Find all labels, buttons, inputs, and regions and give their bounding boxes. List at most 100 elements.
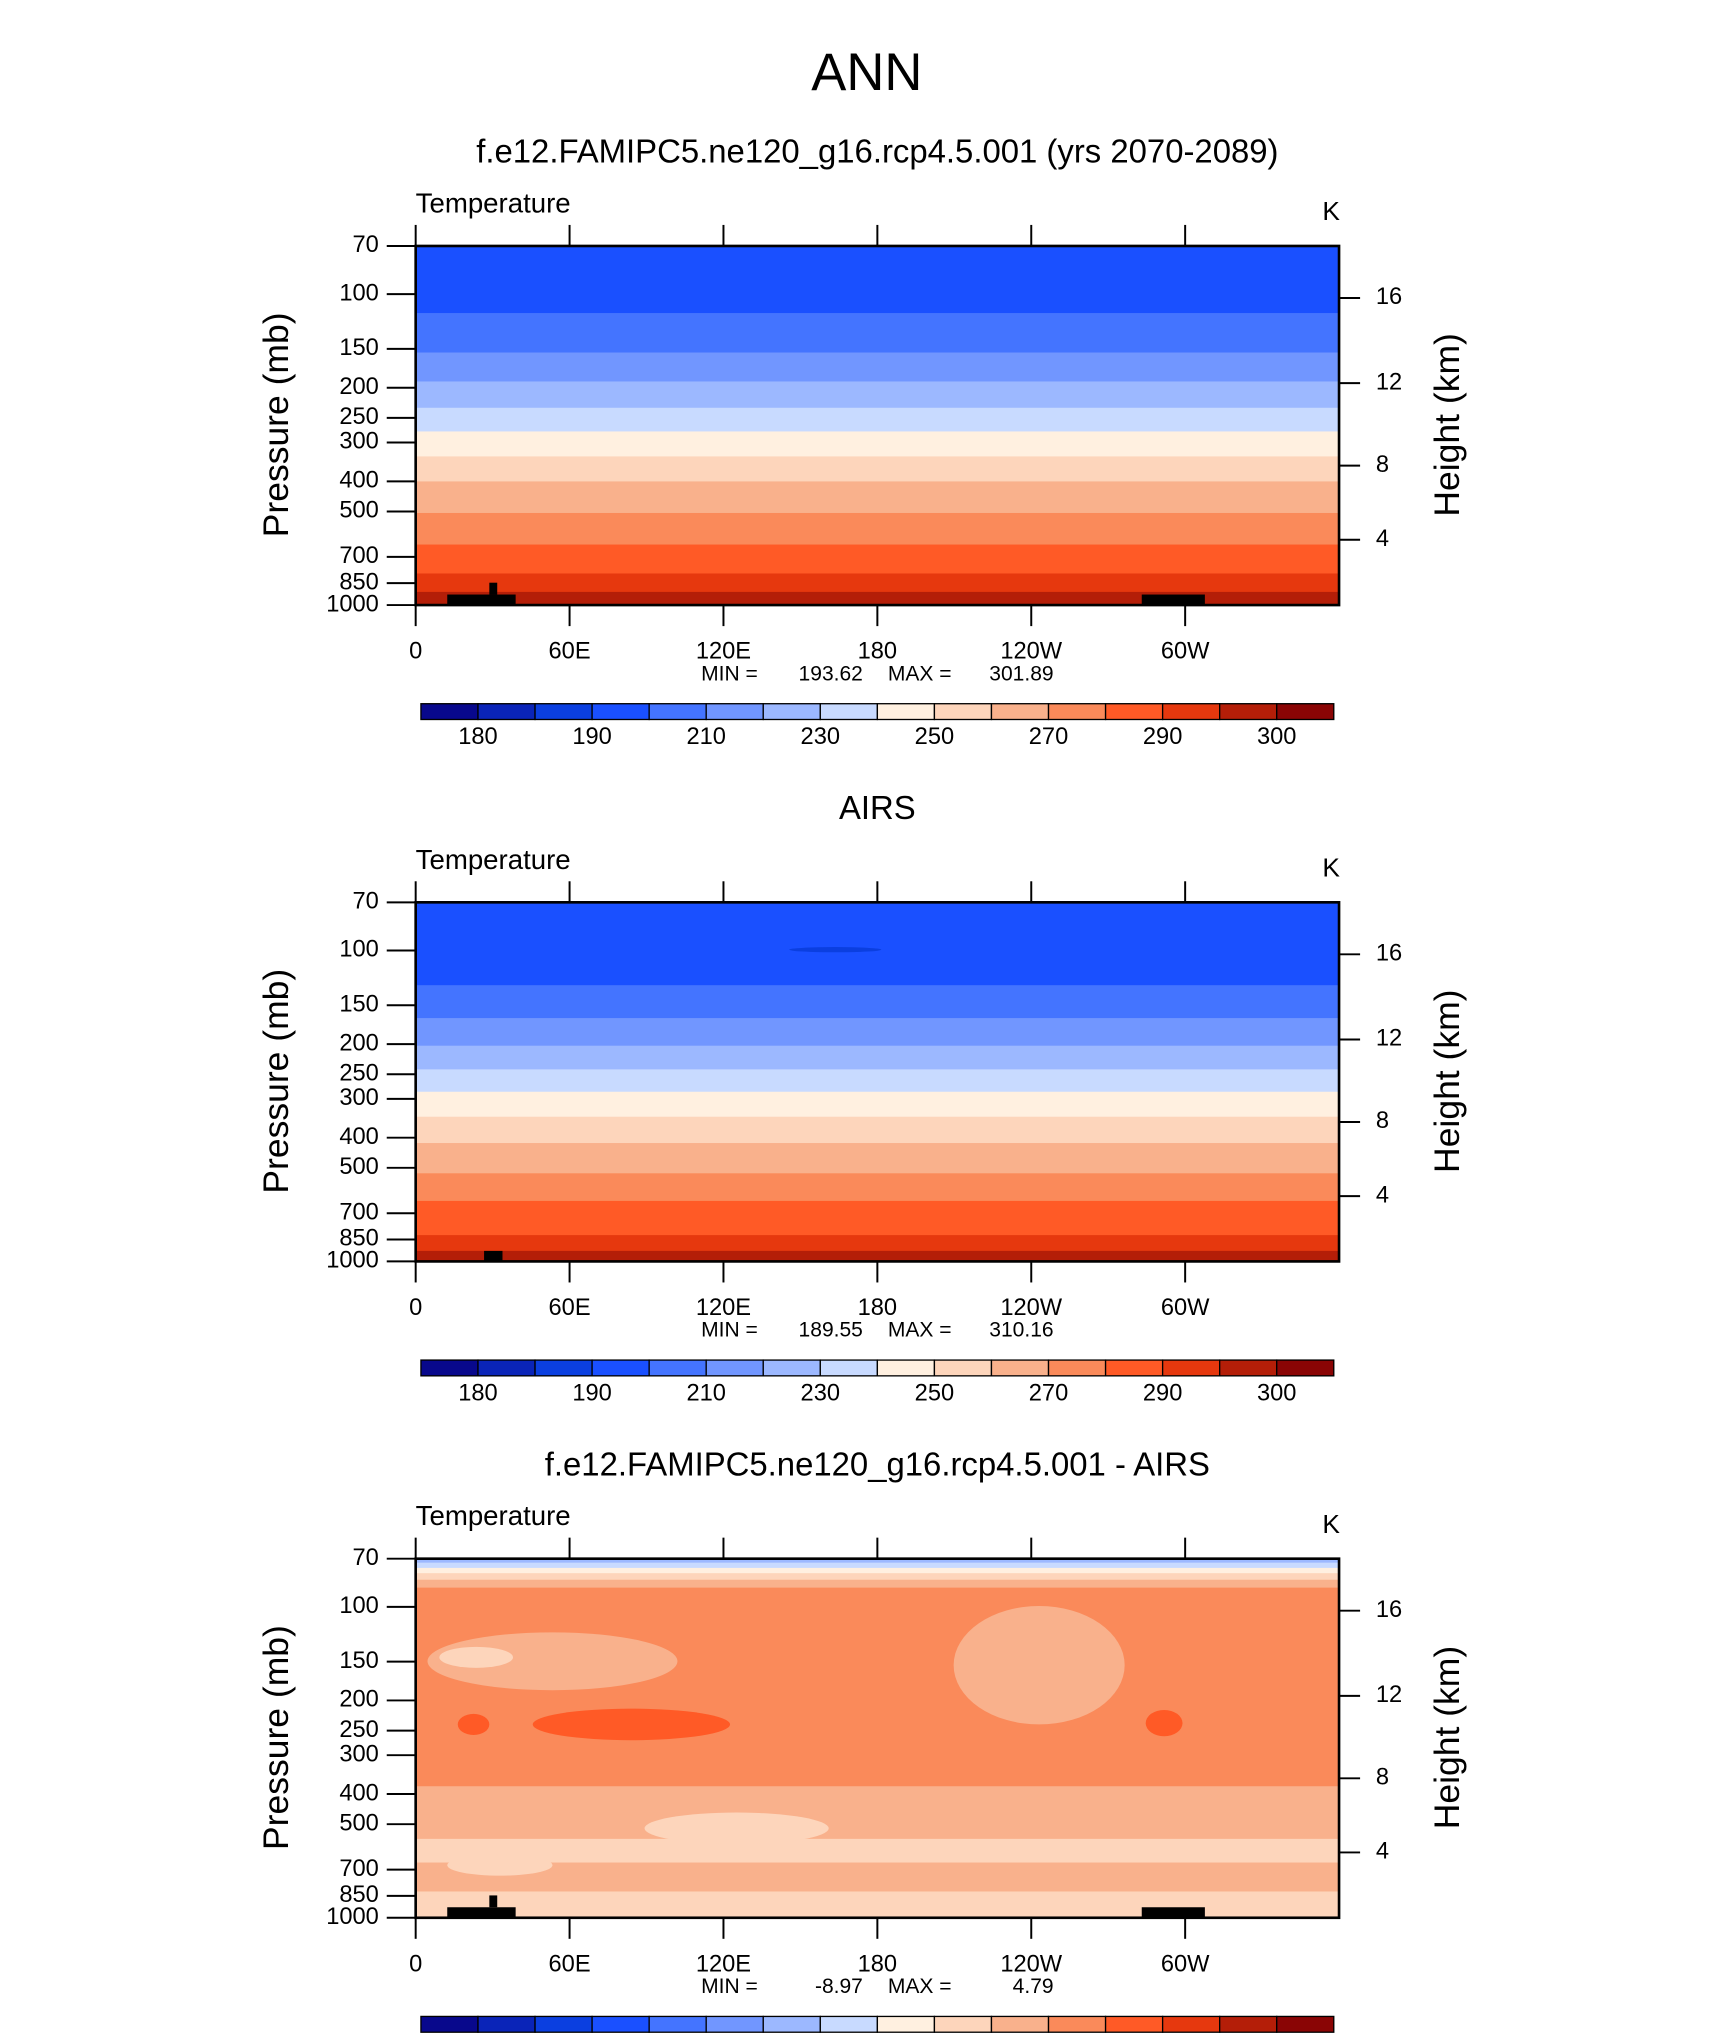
field	[415, 245, 1340, 606]
contour-band	[415, 431, 1340, 458]
contour-patch	[457, 1713, 490, 1735]
x-tick-label: 120E	[696, 639, 751, 665]
contour-patch	[427, 1632, 678, 1691]
contour-band	[415, 313, 1340, 354]
colorbar-label: -5	[582, 2037, 603, 2038]
y-tick-label: 850	[339, 1226, 378, 1252]
contour-band	[415, 245, 1340, 314]
y2-tick-label: 12	[1376, 1026, 1402, 1052]
contour-band	[415, 591, 1340, 606]
x-tick-label: 120E	[696, 1951, 751, 1977]
contour-band	[415, 381, 1340, 409]
contour-band	[415, 407, 1340, 433]
colorbar-box	[762, 703, 821, 721]
y2-tick-label: 8	[1376, 452, 1389, 478]
colorbar-box	[1276, 1359, 1335, 1377]
colorbar-box	[1047, 2015, 1107, 2033]
colorbar-label: 250	[915, 1381, 954, 1407]
panel: AIRS Temperature K Pressure (mb) Height (km)…	[256, 789, 1467, 1407]
panel: f.e12.FAMIPC5.ne120_g16.rcp4.5.001 (yrs …	[256, 133, 1467, 751]
colorbar-box	[1047, 703, 1107, 721]
contour-patch	[953, 1606, 1125, 1725]
left-label: Temperature	[416, 844, 571, 875]
colorbar-box	[990, 1359, 1050, 1377]
contour-band	[415, 1786, 1340, 1840]
topography	[484, 1250, 503, 1262]
colorbar-box	[705, 1359, 764, 1377]
x-tick-label: 120W	[1000, 639, 1062, 665]
y2-axis-title: Height (km)	[1427, 1646, 1467, 1829]
colorbar-label: 3	[1042, 2037, 1055, 2038]
colorbar-label: 4	[1099, 2037, 1112, 2038]
contour-band	[415, 1143, 1340, 1174]
colorbar-label: 270	[1029, 1381, 1068, 1407]
y2-tick-label: 8	[1376, 1765, 1389, 1791]
max-label: MAX =	[888, 1319, 952, 1342]
y-tick-label: 1000	[326, 1904, 379, 1930]
colorbar-box	[534, 1359, 593, 1377]
min-label: MIN =	[701, 1975, 758, 1998]
contour-patch	[532, 1708, 731, 1741]
units-label: K	[1322, 196, 1340, 226]
colorbar-label: -9	[467, 2037, 488, 2038]
y-axis-title: Pressure (mb)	[256, 1625, 296, 1850]
colorbar-box	[420, 703, 479, 721]
contour-band	[415, 1045, 1340, 1071]
colorbar-box	[591, 703, 650, 721]
colorbar-box	[591, 1359, 650, 1377]
field	[415, 902, 1340, 1262]
y-tick-label: 700	[339, 1856, 378, 1882]
contour-patch	[789, 947, 882, 953]
colorbar-box	[1219, 2015, 1278, 2033]
colorbar-box	[933, 1359, 993, 1377]
x-tick-label: 60W	[1161, 639, 1210, 665]
y-tick-label: 250	[339, 1717, 378, 1743]
x-tick-label: 0	[409, 1295, 422, 1321]
y-tick-label: 150	[339, 335, 378, 361]
colorbar-label: 180	[458, 1381, 497, 1407]
x-tick-label: 120W	[1000, 1295, 1062, 1321]
x-tick-label: 120W	[1000, 1951, 1062, 1977]
min-label: MIN =	[701, 662, 758, 685]
colorbar-box	[819, 703, 879, 721]
contour-patch	[439, 1646, 514, 1668]
y2-axis-title: Height (km)	[1427, 989, 1467, 1172]
panel: f.e12.FAMIPC5.ne120_g16.rcp4.5.001 - AIR…	[256, 1445, 1467, 2038]
colorbar-label: -4	[639, 2037, 660, 2038]
y2-tick-label: 16	[1376, 941, 1402, 967]
colorbar-box	[591, 2015, 650, 2033]
contour-band	[415, 1573, 1340, 1581]
contour-band	[415, 1018, 1340, 1047]
colorbar-box	[762, 1359, 821, 1377]
x-tick-label: 60E	[549, 1295, 591, 1321]
y-tick-label: 850	[339, 1882, 378, 1908]
x-tick-label: 180	[858, 639, 897, 665]
contour-band	[415, 1173, 1340, 1202]
min-value: 189.55	[799, 1319, 863, 1342]
colorbar-label: -2	[753, 2037, 774, 2038]
contour-patch	[447, 1854, 553, 1876]
y-tick-label: 500	[339, 498, 378, 524]
y-tick-label: 1000	[326, 591, 379, 617]
contour-band	[415, 1838, 1340, 1864]
colorbar-label: 210	[686, 724, 725, 750]
y2-tick-label: 4	[1376, 1182, 1389, 1208]
min-label: MIN =	[701, 1319, 758, 1342]
colorbar-box	[876, 2015, 936, 2033]
colorbar-box	[1276, 2015, 1335, 2033]
y-tick-label: 150	[339, 991, 378, 1017]
contour-band	[415, 1091, 1340, 1118]
topography	[489, 582, 498, 595]
contour-band	[415, 1250, 1340, 1262]
colorbar-label: 7	[1213, 2037, 1226, 2038]
contour-patch	[1145, 1709, 1183, 1737]
colorbar-label: 0	[871, 2037, 884, 2038]
units-label: K	[1322, 852, 1340, 882]
x-tick-label: 180	[858, 1295, 897, 1321]
colorbar-box	[1276, 703, 1335, 721]
y-tick-label: 250	[339, 1060, 378, 1086]
colorbar-box	[705, 2015, 764, 2033]
max-value: 310.16	[989, 1319, 1053, 1342]
topography	[489, 1895, 498, 1908]
y-axis-title: Pressure (mb)	[256, 969, 296, 1194]
